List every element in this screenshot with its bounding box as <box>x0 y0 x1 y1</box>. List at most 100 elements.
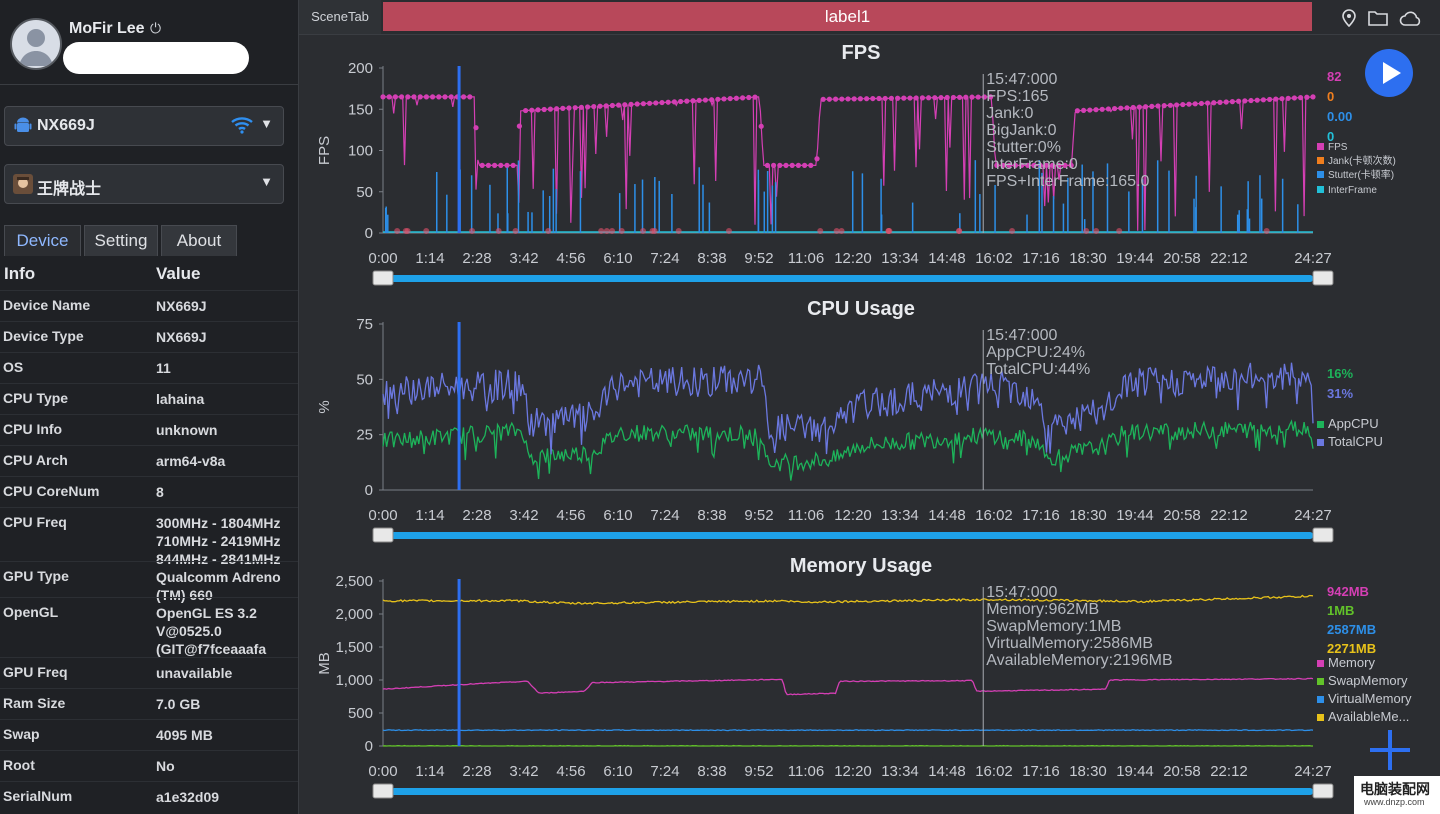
fps-point <box>938 95 944 101</box>
info-row: Root No <box>0 750 298 782</box>
fps-point <box>851 96 857 102</box>
play-button[interactable] <box>1365 49 1413 97</box>
app-selector[interactable]: 王牌战士 ▼ <box>4 164 284 204</box>
tab-setting[interactable]: Setting <box>84 225 158 256</box>
cloud-icon[interactable] <box>1399 9 1423 27</box>
column-header-value: Value <box>156 264 201 283</box>
fps-point <box>1068 162 1074 168</box>
x-tick-label: 20:58 <box>1163 250 1201 267</box>
fps-point <box>721 96 727 102</box>
fps-point <box>1149 103 1155 109</box>
x-tick-label: 7:24 <box>650 763 679 780</box>
slider-right-handle[interactable] <box>1312 783 1334 799</box>
power-icon[interactable]: ⏻ <box>150 20 162 36</box>
y-tick-label: 75 <box>356 316 373 333</box>
current-value: 2587MB <box>1327 622 1376 637</box>
jank-marker <box>609 228 616 234</box>
info-row: Device Type NX669J <box>0 321 298 353</box>
fps-point <box>492 162 498 168</box>
tab-about[interactable]: About <box>161 225 237 256</box>
x-tick-label: 13:34 <box>881 763 919 780</box>
location-pin-icon[interactable] <box>1339 9 1359 27</box>
main-panel: SceneTab label1 FPS CPU Usage Memory Usa… <box>299 0 1440 814</box>
scene-tab[interactable]: SceneTab <box>299 0 381 34</box>
fps-point <box>572 105 578 111</box>
fps-point <box>1298 95 1304 101</box>
series-line <box>382 594 1314 605</box>
fps-point <box>591 103 597 110</box>
fps-point <box>864 96 870 102</box>
jank-marker <box>833 228 840 234</box>
fps-point <box>423 94 429 100</box>
info-row: OpenGL OpenGL ES 3.2 V@0525.0 (GIT@f7fcea… <box>0 597 298 658</box>
scene-label[interactable]: label1 <box>383 2 1312 31</box>
tab-device[interactable]: Device <box>4 225 81 256</box>
slider-right-handle[interactable] <box>1312 270 1334 286</box>
info-row: CPU Arch arm64-v8a <box>0 445 298 477</box>
series-line <box>382 677 1314 696</box>
fps-point <box>578 104 584 110</box>
x-tick-label: 20:58 <box>1163 507 1201 524</box>
x-tick-label: 24:27 <box>1294 250 1332 267</box>
tooltip-line: 15:47:000 <box>986 71 1057 88</box>
x-tick-label: 4:56 <box>556 763 585 780</box>
fps-point <box>541 106 547 113</box>
series-line <box>382 362 1314 455</box>
app-name: 王牌战士 <box>37 181 102 198</box>
info-key: Ram Size <box>3 695 66 711</box>
device-selector[interactable]: NX669J ▼ <box>4 106 284 146</box>
slider-left-handle[interactable] <box>372 783 394 799</box>
slider-right-handle[interactable] <box>1312 527 1334 543</box>
jank-marker <box>1116 228 1123 234</box>
avatar[interactable] <box>10 18 62 70</box>
series-line <box>383 96 1314 231</box>
current-value: 82 <box>1327 69 1341 84</box>
fps-point <box>1205 100 1211 106</box>
y-axis-label: % <box>316 400 333 413</box>
slider-left-handle[interactable] <box>372 270 394 286</box>
legend-label: AppCPU <box>1328 416 1379 431</box>
fps-point <box>963 94 969 100</box>
x-tick-label: 4:56 <box>556 507 585 524</box>
x-tick-label: 3:42 <box>509 250 538 267</box>
tooltip-line: VirtualMemory:2586MB <box>986 635 1153 652</box>
x-tick-label: 9:52 <box>744 507 773 524</box>
info-key: CPU Type <box>3 390 69 406</box>
jank-marker <box>512 228 519 234</box>
current-value: 0 <box>1327 89 1334 104</box>
fps-point <box>789 162 795 168</box>
jank-marker <box>725 228 732 234</box>
info-value: No <box>156 758 175 774</box>
legend-label: TotalCPU <box>1328 434 1383 449</box>
x-tick-label: 3:42 <box>509 507 538 524</box>
fps-point <box>1236 98 1242 104</box>
fps-point <box>746 94 752 101</box>
tooltip-line: 15:47:000 <box>986 584 1057 601</box>
folder-icon[interactable] <box>1368 9 1388 27</box>
fps-point <box>1155 103 1161 109</box>
fps-point <box>535 107 541 113</box>
memory-chart-title: Memory Usage <box>789 555 933 577</box>
x-tick-label: 12:20 <box>834 763 872 780</box>
info-row: GPU Type Qualcomm Adreno (TM) 660 <box>0 561 298 603</box>
info-value: Qualcomm Adreno (TM) 660 <box>156 569 281 603</box>
jank-marker <box>1093 228 1100 234</box>
tooltip-line: AppCPU:24% <box>986 344 1085 361</box>
jank-marker <box>1009 228 1016 234</box>
time-range-slider-track <box>391 532 1313 539</box>
info-value: 4095 MB <box>156 727 213 743</box>
x-tick-label: 9:52 <box>744 250 773 267</box>
jank-marker <box>1263 228 1270 234</box>
tooltip-line: Jank:0 <box>986 105 1033 122</box>
x-tick-label: 17:16 <box>1022 250 1060 267</box>
fps-point <box>1242 98 1248 104</box>
add-icon[interactable] <box>1368 728 1412 772</box>
fps-point <box>529 107 535 113</box>
slider-left-handle[interactable] <box>372 527 394 543</box>
watermark-url: www.dnzp.com <box>1364 797 1425 807</box>
x-tick-label: 18:30 <box>1069 507 1107 524</box>
fps-chart-title: FPS <box>841 42 881 64</box>
info-key: SerialNum <box>3 788 73 804</box>
fps-point <box>430 94 436 100</box>
info-key: CPU Arch <box>3 452 68 468</box>
